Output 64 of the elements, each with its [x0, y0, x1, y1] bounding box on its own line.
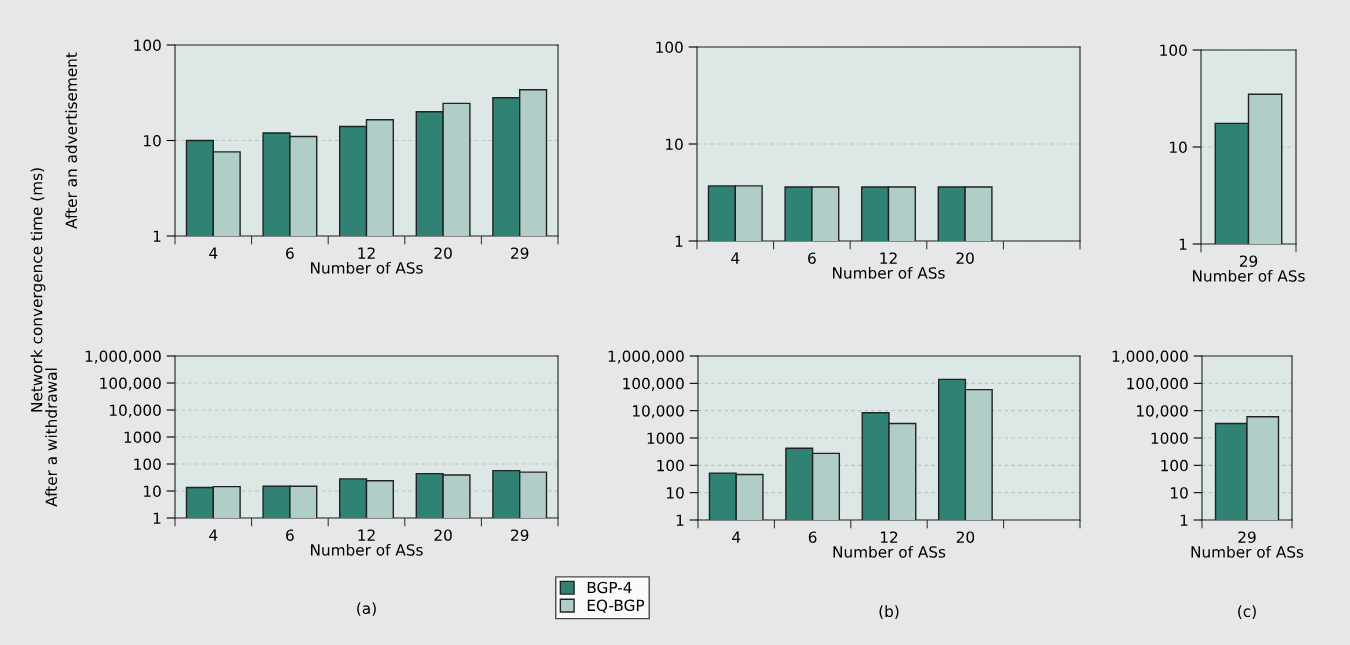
text: (b) [879, 605, 899, 619]
x-tick-label: 4 [209, 247, 218, 259]
x-tick-label: 6 [286, 529, 294, 541]
x-tick-label: 29 [511, 247, 529, 259]
x-axis-title: Number of ASs [1193, 269, 1305, 282]
y-tick-label: 1,000,000 [85, 350, 161, 364]
x-tick-label: 12 [880, 531, 898, 543]
x-axis-title: Number of ASs [311, 261, 423, 274]
x-tick-label: 20 [956, 531, 975, 543]
y-tick-label: 1000 [124, 431, 161, 444]
y-tick-label: 100 [134, 458, 161, 471]
x-tick-label: 20 [434, 247, 452, 259]
legend-label: EQ-BGP [587, 599, 645, 613]
y-tick-label: 10 [144, 485, 161, 498]
y-tick-label: 100 [657, 459, 684, 472]
x-tick-label: 4 [732, 531, 741, 543]
y-tick-label: 100 [1161, 459, 1188, 472]
x-tick-label: 6 [808, 252, 816, 264]
text: Network convergence time (ms) [30, 168, 46, 412]
x-tick-label: 20 [956, 252, 974, 264]
y-tick-label: 10,000 [1137, 405, 1188, 419]
y-tick-label: 100 [656, 41, 683, 54]
x-tick-label: 4 [731, 252, 740, 264]
y-axis-title: After an advertisement [65, 52, 78, 229]
legend-label: BGP-4 [587, 581, 632, 594]
y-tick-label: 100,000 [623, 377, 684, 391]
y-tick-label: 1 [1179, 238, 1187, 250]
text: (c) [1238, 605, 1256, 619]
x-tick-label: 29 [511, 529, 529, 541]
x-axis-title: Number of ASs [833, 266, 945, 279]
y-tick-label: 1,000,000 [608, 350, 684, 364]
y-tick-label: 100 [134, 39, 161, 52]
y-tick-label: 10 [667, 487, 684, 499]
x-tick-label: 29 [1239, 255, 1258, 267]
y-tick-label: 1 [675, 235, 683, 247]
y-tick-label: 10 [1170, 141, 1187, 154]
y-tick-label: 100,000 [1127, 377, 1188, 391]
y-tick-label: 10,000 [110, 404, 161, 418]
x-tick-label: 29 [1238, 531, 1256, 543]
y-tick-label: 10,000 [633, 405, 684, 419]
y-tick-label: 1,000,000 [1112, 350, 1188, 364]
y-tick-label: 10 [666, 138, 683, 151]
x-axis-title: Number of ASs [1191, 545, 1304, 558]
y-tick-label: 100,000 [100, 377, 161, 391]
x-axis-title: Number of ASs [833, 545, 946, 558]
x-tick-label: 20 [434, 529, 452, 541]
x-tick-label: 12 [358, 529, 375, 541]
x-axis-title: Number of ASs [311, 543, 423, 556]
y-tick-label: 1 [1180, 514, 1188, 526]
y-tick-label: 1000 [1151, 432, 1188, 445]
y-tick-label: 1 [153, 512, 161, 524]
y-tick-label: 100 [1160, 44, 1187, 57]
y-tick-label: 10 [144, 134, 161, 147]
y-axis-title: After a withdrawal [45, 368, 58, 507]
x-tick-label: 4 [209, 529, 218, 541]
x-tick-label: 6 [286, 247, 294, 259]
y-tick-label: 1000 [647, 432, 684, 445]
x-tick-label: 6 [808, 531, 817, 543]
y-tick-label: 1 [153, 230, 161, 242]
y-tick-label: 10 [1171, 487, 1188, 499]
x-tick-label: 12 [880, 252, 897, 264]
text: (a) [357, 602, 376, 616]
y-tick-label: 1 [676, 514, 684, 526]
x-tick-label: 12 [358, 247, 375, 259]
